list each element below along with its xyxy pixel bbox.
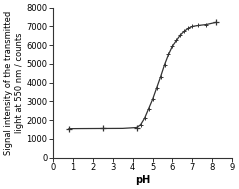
X-axis label: pH: pH — [135, 175, 150, 185]
Y-axis label: Signal intensity of the transmitted
light at 550 nm / counts: Signal intensity of the transmitted ligh… — [4, 10, 24, 155]
